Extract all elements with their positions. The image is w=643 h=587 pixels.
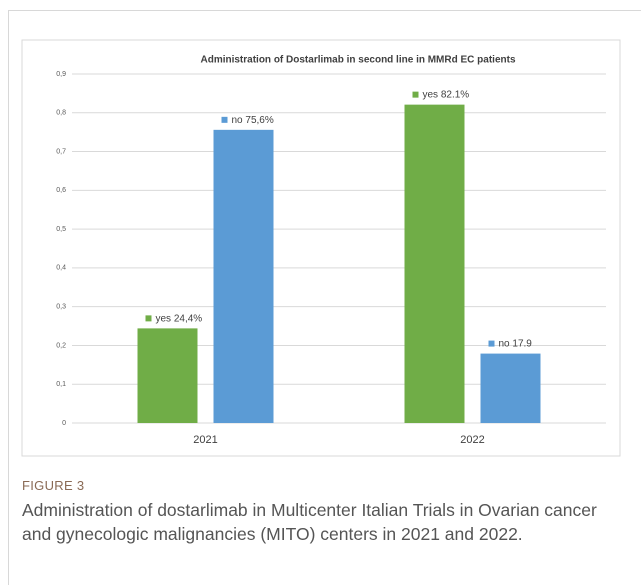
y-tick-label: 0,4 <box>56 265 66 272</box>
value-text: 82.1% <box>441 89 469 100</box>
value-text: 17.9 <box>512 338 532 349</box>
label-marker <box>221 116 228 123</box>
label-marker <box>488 340 495 347</box>
bar <box>404 104 465 423</box>
y-tick-label: 0,5 <box>56 226 66 233</box>
y-tick-label: 0,1 <box>56 381 66 388</box>
chart: Administration of Dostarlimab in second … <box>21 39 621 457</box>
y-tick-label: 0,6 <box>56 187 66 194</box>
series-name: yes <box>156 313 172 324</box>
value-label: yes 24,4% <box>156 313 203 324</box>
value-label: no 75,6% <box>232 114 274 125</box>
bar <box>137 328 198 423</box>
label-marker <box>145 315 152 322</box>
value-label: yes 82.1% <box>423 89 470 100</box>
chart-title: Administration of Dostarlimab in second … <box>200 55 515 66</box>
figure-caption: Administration of dostarlimab in Multice… <box>22 500 597 544</box>
series-name: no <box>499 338 511 349</box>
value-text: 24,4% <box>174 313 202 324</box>
y-tick-label: 0,9 <box>56 71 66 78</box>
value-text: 75,6% <box>245 114 273 125</box>
x-tick-label: 2022 <box>460 434 484 446</box>
series-name: yes <box>423 89 439 100</box>
series-name: no <box>232 114 244 125</box>
y-tick-label: 0,8 <box>56 110 66 117</box>
y-tick-label: 0,7 <box>56 148 66 155</box>
x-tick-label: 2021 <box>193 434 217 446</box>
bar <box>213 129 274 423</box>
figure-frame <box>8 10 641 585</box>
label-marker <box>412 91 419 98</box>
y-tick-label: 0 <box>62 420 66 427</box>
value-label: no 17.9 <box>499 338 533 349</box>
bar <box>480 353 541 423</box>
y-tick-label: 0,2 <box>56 342 66 349</box>
figure-label: FIGURE 3 <box>22 478 85 493</box>
y-tick-label: 0,3 <box>56 304 66 311</box>
